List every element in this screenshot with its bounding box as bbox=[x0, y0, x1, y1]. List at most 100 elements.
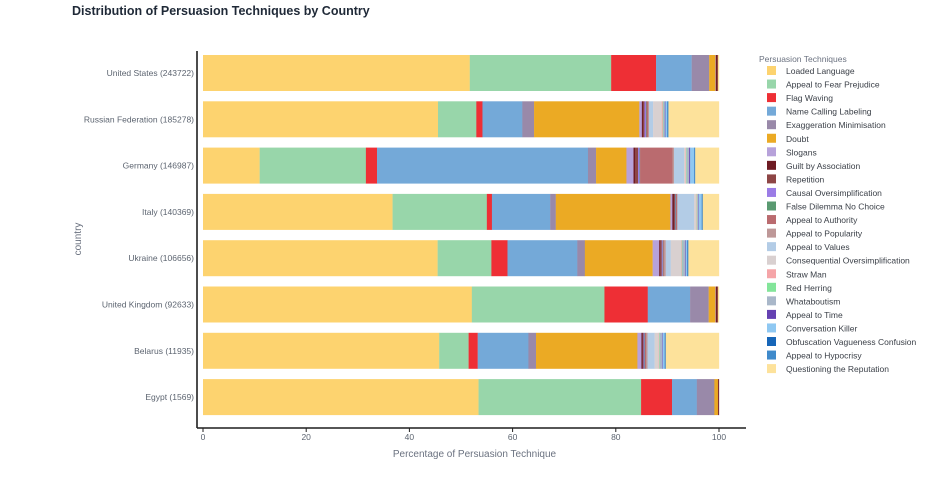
bar-segment bbox=[203, 286, 472, 323]
category-label: Italy (140369) bbox=[142, 207, 194, 217]
bar-segment bbox=[646, 332, 648, 369]
bar-segment bbox=[647, 101, 650, 138]
bar-segment bbox=[635, 147, 639, 184]
bar-segment bbox=[681, 240, 682, 277]
legend-item: Appeal to Popularity bbox=[767, 228, 863, 239]
bar-segment bbox=[639, 147, 641, 184]
bar-segment bbox=[477, 332, 529, 369]
bar-segment bbox=[659, 240, 661, 277]
bar-segment bbox=[687, 240, 688, 277]
bar-segment bbox=[203, 193, 393, 230]
bar-segment bbox=[665, 332, 666, 369]
legend-label: Appeal to Fear Prejudice bbox=[786, 80, 880, 90]
legend-item: Flag Waving bbox=[767, 93, 833, 103]
legend-label: Red Herring bbox=[786, 283, 832, 293]
category-labels: United States (243722) Russian Federation… bbox=[84, 68, 194, 402]
legend-item: Doubt bbox=[767, 133, 809, 144]
bar-segment bbox=[653, 101, 662, 138]
bar-segment bbox=[673, 147, 685, 184]
bar-segment bbox=[681, 240, 683, 277]
bar-segment bbox=[665, 332, 720, 369]
legend-item: Consequential Oversimplification bbox=[767, 255, 910, 266]
bar-segment bbox=[701, 193, 703, 230]
legend-swatch bbox=[767, 147, 776, 157]
bar-segment bbox=[690, 147, 695, 184]
bar-segment bbox=[640, 147, 673, 184]
bar-segment bbox=[708, 286, 716, 323]
x-tick-label: 40 bbox=[405, 432, 415, 442]
legend-label: Exaggeration Minimisation bbox=[786, 120, 886, 130]
legend-label: Loaded Language bbox=[786, 66, 855, 76]
bar-segment bbox=[676, 193, 678, 230]
bar-segment bbox=[670, 240, 682, 277]
bar-segment bbox=[673, 193, 676, 230]
bar-segment bbox=[694, 193, 697, 230]
legend-swatch bbox=[767, 133, 776, 143]
bar-segment bbox=[663, 240, 665, 277]
legend-item: Repetition bbox=[767, 174, 825, 184]
legend-label: Obfuscation Vagueness Confusion bbox=[786, 337, 917, 347]
legend-swatch bbox=[767, 106, 776, 116]
legend-title: Persuasion Techniques bbox=[759, 54, 847, 64]
bar-segment bbox=[696, 193, 698, 230]
bar-segment bbox=[645, 332, 647, 369]
bar-segment bbox=[469, 55, 612, 91]
legend-item: Causal Oversimplification bbox=[767, 187, 882, 198]
legend-item: Questioning the Reputation bbox=[767, 364, 889, 374]
bar-segment bbox=[643, 332, 645, 369]
legend-swatch bbox=[767, 269, 776, 279]
bar-segment bbox=[203, 55, 470, 91]
bar-segment bbox=[633, 147, 636, 184]
legend-swatch bbox=[767, 228, 776, 238]
legend-swatch bbox=[767, 201, 776, 211]
legend-label: Causal Oversimplification bbox=[786, 188, 882, 198]
bar-segment bbox=[658, 332, 660, 369]
chart-title: Distribution of Persuasion Techniques by… bbox=[72, 4, 370, 18]
bar-segment bbox=[438, 101, 477, 138]
bar-segment bbox=[684, 147, 686, 184]
legend-label: Name Calling Labeling bbox=[786, 107, 872, 117]
bar-segment bbox=[203, 147, 260, 184]
legend-swatch bbox=[767, 337, 776, 346]
bar-segment bbox=[687, 240, 689, 277]
legend-label: Repetition bbox=[786, 174, 825, 184]
bar-segment bbox=[664, 332, 666, 369]
bar-segment bbox=[652, 240, 660, 277]
legend-label: Consequential Oversimplification bbox=[786, 256, 910, 266]
legend-item: Straw Man bbox=[767, 269, 827, 279]
bar-segment bbox=[507, 240, 578, 277]
bar-segment bbox=[718, 379, 720, 416]
legend-label: Doubt bbox=[786, 134, 809, 144]
bar-segment bbox=[697, 193, 699, 230]
bar-segment bbox=[644, 332, 646, 369]
bar-segment bbox=[491, 193, 551, 230]
bar-segment bbox=[717, 55, 720, 91]
bar-segment bbox=[641, 332, 643, 369]
bar-segment bbox=[672, 379, 697, 416]
legend-label: Conversation Killer bbox=[786, 323, 858, 333]
bar-segment bbox=[647, 332, 655, 369]
bar-segment bbox=[670, 193, 673, 230]
bar-segment bbox=[203, 240, 438, 277]
legend-item: Name Calling Labeling bbox=[767, 106, 872, 117]
bar-segment bbox=[677, 193, 695, 230]
bar-segment bbox=[647, 286, 691, 323]
bar-segment bbox=[685, 240, 686, 277]
bar-segment bbox=[642, 332, 644, 369]
x-tick-label: 20 bbox=[301, 432, 311, 442]
bar-segment bbox=[685, 147, 687, 184]
bar-segment bbox=[646, 101, 649, 138]
bar-segment bbox=[694, 147, 696, 184]
bar-segment bbox=[661, 101, 663, 138]
bar-segment bbox=[715, 55, 717, 91]
bar-segment bbox=[694, 147, 695, 184]
bar-segment bbox=[715, 286, 717, 323]
bar-segment bbox=[626, 147, 634, 184]
bar-segment bbox=[536, 332, 638, 369]
bar-segment bbox=[695, 147, 720, 184]
legend-swatch bbox=[767, 282, 776, 292]
bar-segment bbox=[377, 147, 589, 184]
legend-swatch bbox=[767, 174, 776, 184]
bar-segment bbox=[717, 286, 720, 323]
